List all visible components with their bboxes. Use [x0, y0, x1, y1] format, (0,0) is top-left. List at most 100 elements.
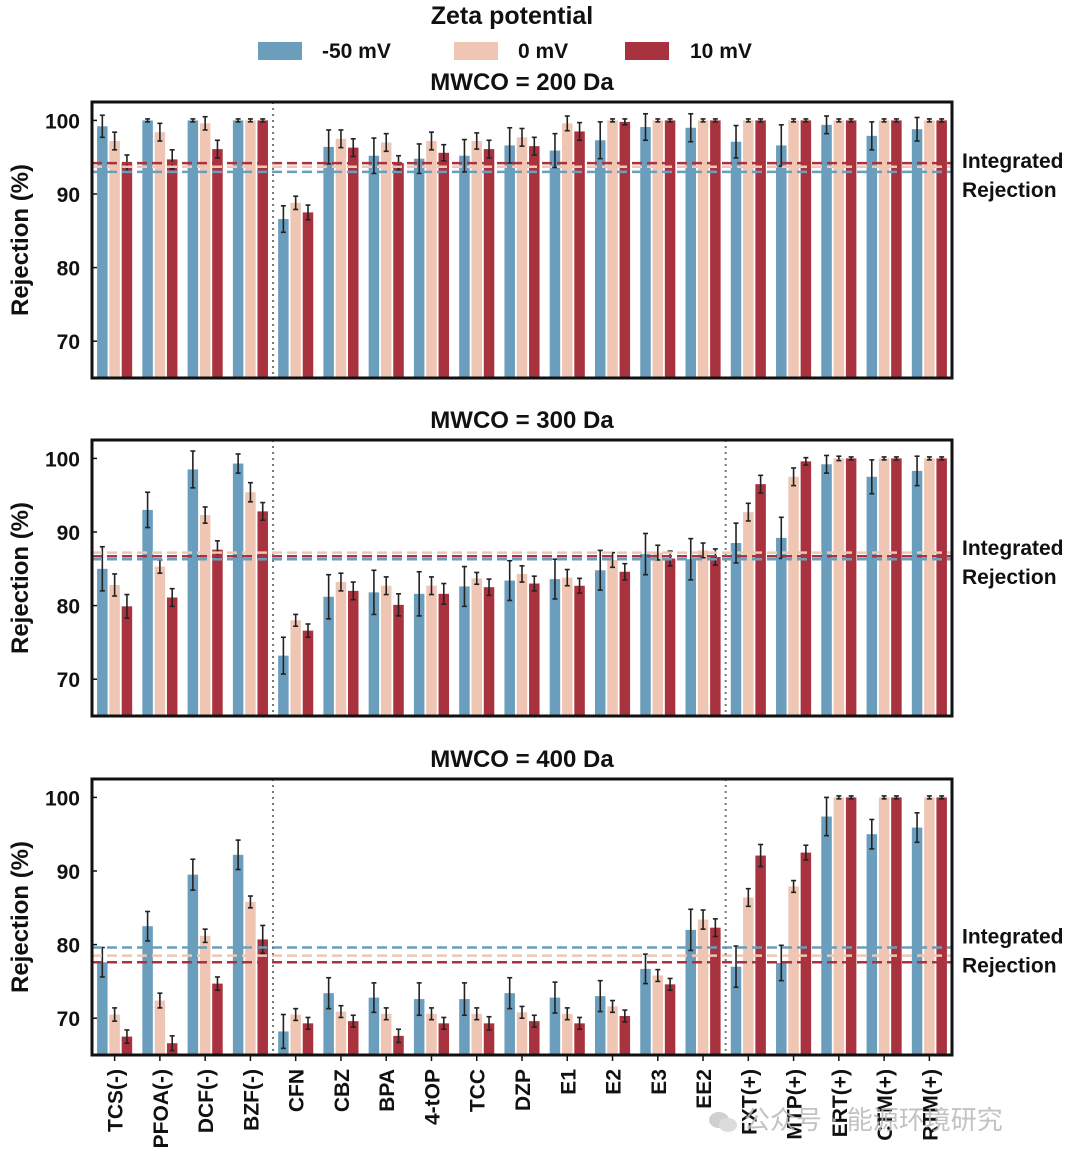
error-bar [869, 121, 875, 151]
bar-0-EE2 [697, 550, 709, 716]
bar-10-MTP(+) [800, 461, 812, 716]
integrated-rejection-label: Integrated [962, 537, 1064, 560]
error-bar [564, 1007, 570, 1021]
bar-neg50-TCS(-) [97, 962, 108, 1055]
bar-neg50-MTP(+) [776, 963, 787, 1055]
error-bar [280, 1013, 286, 1050]
bar-10-TCS(-) [121, 606, 133, 716]
bar-10-DZP [529, 1021, 540, 1055]
bar-10-E2 [619, 121, 631, 378]
error-bar [914, 812, 920, 844]
error-bar [428, 1007, 434, 1021]
y-tick-label: 80 [57, 258, 80, 281]
error-bar [157, 992, 163, 1009]
bar-0-CFN [290, 620, 301, 716]
bar-10-BPA [393, 604, 404, 716]
x-tick-label: EE2 [693, 1069, 716, 1109]
y-tick-label: 70 [57, 331, 80, 354]
bar-10-BZF(-) [257, 120, 268, 379]
legend-swatch-0 [454, 42, 498, 60]
bar-0-BPA [380, 142, 392, 378]
y-axis-label: Rejection (%) [7, 841, 34, 993]
error-bar [371, 982, 377, 1014]
bar-10-RTM(+) [936, 797, 947, 1055]
bar-10-BPA [393, 163, 404, 378]
bar-0-PFOA(-) [154, 1000, 166, 1055]
x-tick-label: MTP(+) [784, 1069, 807, 1140]
bar-0-E3 [652, 975, 664, 1055]
error-bar [124, 593, 130, 619]
bar-neg50-4-tOP [413, 593, 425, 716]
bar-10-CBZ [347, 147, 359, 378]
bar-0-CBZ [335, 1011, 347, 1055]
error-bar [293, 195, 299, 211]
bar-0-EE2 [697, 919, 709, 1055]
bar-0-DCF(-) [199, 123, 211, 379]
bar-0-TCC [471, 578, 482, 716]
bar-0-CBZ [335, 582, 347, 716]
error-bar [507, 126, 513, 164]
bar-neg50-FXT(+) [730, 966, 742, 1055]
error-bar [848, 795, 854, 800]
error-bar [305, 204, 311, 221]
error-bar [733, 522, 739, 564]
x-tick-label: 4-tOP [421, 1069, 444, 1125]
bar-neg50-RTM(+) [911, 129, 923, 378]
error-bar [848, 456, 854, 461]
x-tick-label: RTM(+) [919, 1069, 942, 1141]
error-bar [190, 858, 196, 891]
bar-0-E3 [652, 552, 664, 716]
error-bar [926, 795, 932, 800]
bar-0-E2 [607, 559, 618, 716]
integrated-rejection-label: Rejection [962, 566, 1057, 589]
error-bar [712, 918, 718, 938]
y-axis-label: Rejection (%) [7, 502, 34, 654]
bar-0-MTP(+) [788, 886, 799, 1055]
error-bar [474, 571, 480, 586]
x-tick-label: TCS(-) [105, 1069, 128, 1132]
error-bar [881, 795, 887, 800]
bar-10-FXT(+) [755, 120, 766, 379]
error-bar [461, 138, 467, 173]
bar-0-FXT(+) [743, 897, 754, 1055]
bar-10-CBZ [347, 1021, 359, 1055]
bar-10-ERT(+) [845, 458, 857, 716]
error-bar [700, 542, 706, 559]
bar-neg50-PFOA(-) [142, 926, 153, 1055]
bar-10-BZF(-) [257, 511, 268, 716]
bar-10-4-tOP [438, 593, 450, 716]
bar-neg50-ERT(+) [821, 124, 832, 378]
error-bar [803, 456, 809, 466]
bar-10-CTM(+) [891, 120, 902, 379]
x-tick-label: CTM(+) [874, 1069, 897, 1141]
bar-0-BPA [380, 1013, 392, 1055]
error-bar [700, 909, 706, 930]
bar-0-CFN [290, 202, 301, 378]
bar-0-MTP(+) [788, 476, 799, 716]
error-bar [383, 132, 389, 153]
bar-0-TCS(-) [109, 584, 120, 716]
integrated-rejection-label: Integrated [962, 150, 1064, 173]
error-bar [758, 118, 764, 123]
error-bar [247, 118, 253, 123]
bar-0-RTM(+) [924, 120, 935, 379]
bar-0-4-tOP [426, 585, 437, 716]
legend-swatch-10 [625, 42, 669, 60]
bar-neg50-E1 [549, 150, 561, 378]
bar-0-E1 [562, 577, 573, 716]
error-bar [486, 139, 492, 159]
error-bar [610, 999, 616, 1014]
error-bar [190, 118, 196, 123]
error-bar [350, 1014, 356, 1028]
bar-neg50-BZF(-) [232, 463, 244, 716]
y-tick-label: 100 [45, 110, 80, 133]
bar-neg50-ERT(+) [821, 816, 832, 1055]
error-bar [914, 455, 920, 487]
error-bar [791, 467, 797, 487]
bar-0-DZP [516, 1012, 528, 1055]
error-bar [881, 118, 887, 123]
bar-10-FXT(+) [755, 484, 766, 716]
error-bar [597, 549, 603, 591]
x-tick-label: CFN [286, 1069, 309, 1112]
bar-10-TCC [483, 149, 495, 378]
